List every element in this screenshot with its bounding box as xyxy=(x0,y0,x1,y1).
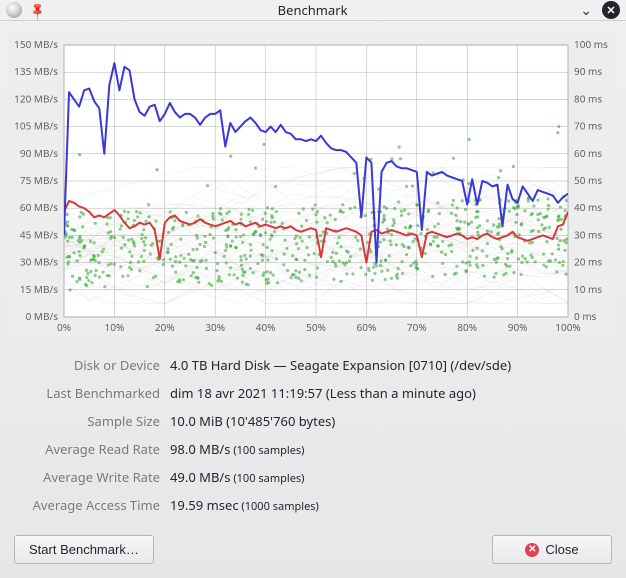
svg-text:120 MB/s: 120 MB/s xyxy=(14,91,58,105)
value-read-sub: (100 samples) xyxy=(230,443,304,458)
svg-text:75 MB/s: 75 MB/s xyxy=(20,173,58,187)
svg-text:10 ms: 10 ms xyxy=(574,282,602,296)
svg-text:45 MB/s: 45 MB/s xyxy=(20,227,58,241)
spacer xyxy=(164,535,482,564)
row-access: Average Access Time 19.59 msec (1000 sam… xyxy=(14,491,612,519)
value-write: 49.0 MB/s (100 samples) xyxy=(170,468,304,486)
value-access: 19.59 msec (1000 samples) xyxy=(170,496,319,514)
svg-text:50%: 50% xyxy=(306,320,326,334)
svg-text:0 MB/s: 0 MB/s xyxy=(26,309,59,323)
svg-text:30 ms: 30 ms xyxy=(574,227,602,241)
svg-text:60 ms: 60 ms xyxy=(574,146,602,160)
svg-text:0%: 0% xyxy=(57,320,71,334)
window-close-button[interactable]: ✕ xyxy=(602,1,620,19)
label-write: Average Write Rate xyxy=(14,468,170,486)
info-table: Disk or Device 4.0 TB Hard Disk — Seagat… xyxy=(0,343,626,525)
app-icon xyxy=(6,2,22,18)
close-button[interactable]: ✕ Close xyxy=(492,535,612,564)
benchmark-window: 📌 Benchmark ⌄ ✕ 0 MB/s 15 MB/s 30 MB/s 45 M… xyxy=(0,0,626,578)
label-last: Last Benchmarked xyxy=(14,384,170,402)
start-benchmark-label: Start Benchmark… xyxy=(29,542,139,557)
row-disk: Disk or Device 4.0 TB Hard Disk — Seagat… xyxy=(14,351,612,379)
svg-text:70%: 70% xyxy=(407,320,427,334)
value-last: dim 18 avr 2021 11:19:57 (Less than a mi… xyxy=(170,384,476,402)
svg-text:15 MB/s: 15 MB/s xyxy=(20,282,58,296)
minimize-icon[interactable]: ⌄ xyxy=(580,1,592,20)
value-write-sub: (100 samples) xyxy=(230,471,304,486)
svg-text:40 ms: 40 ms xyxy=(574,200,602,214)
value-read: 98.0 MB/s (100 samples) xyxy=(170,440,304,458)
value-disk: 4.0 TB Hard Disk — Seagate Expansion [07… xyxy=(170,356,511,374)
svg-text:20%: 20% xyxy=(155,320,175,334)
svg-text:30%: 30% xyxy=(205,320,225,334)
row-write: Average Write Rate 49.0 MB/s (100 sample… xyxy=(14,463,612,491)
row-last: Last Benchmarked dim 18 avr 2021 11:19:5… xyxy=(14,379,612,407)
label-disk: Disk or Device xyxy=(14,356,170,374)
close-label: Close xyxy=(545,542,578,557)
svg-text:40%: 40% xyxy=(256,320,276,334)
svg-text:105 MB/s: 105 MB/s xyxy=(14,119,58,133)
window-title: Benchmark xyxy=(45,1,580,19)
svg-text:60 MB/s: 60 MB/s xyxy=(20,200,58,214)
svg-text:70 ms: 70 ms xyxy=(574,119,602,133)
svg-text:90 ms: 90 ms xyxy=(574,64,602,78)
label-sample: Sample Size xyxy=(14,412,170,430)
svg-text:50 ms: 50 ms xyxy=(574,173,602,187)
row-sample: Sample Size 10.0 MiB (10'485'760 bytes) xyxy=(14,407,612,435)
svg-text:90 MB/s: 90 MB/s xyxy=(20,146,58,160)
benchmark-chart: 0 MB/s 15 MB/s 30 MB/s 45 MB/s 60 MB/s 75 MB/… xyxy=(8,35,618,335)
svg-text:80 ms: 80 ms xyxy=(574,91,602,105)
svg-text:60%: 60% xyxy=(357,320,377,334)
svg-text:100 ms: 100 ms xyxy=(574,37,608,51)
svg-text:135 MB/s: 135 MB/s xyxy=(14,64,58,78)
close-icon: ✕ xyxy=(525,543,539,557)
svg-text:150 MB/s: 150 MB/s xyxy=(14,37,58,51)
value-access-sub: (1000 samples) xyxy=(239,499,319,514)
start-benchmark-button[interactable]: Start Benchmark… xyxy=(14,535,154,564)
value-sample: 10.0 MiB (10'485'760 bytes) xyxy=(170,412,335,430)
svg-text:80%: 80% xyxy=(457,320,477,334)
svg-text:100%: 100% xyxy=(555,320,580,334)
svg-text:30 MB/s: 30 MB/s xyxy=(20,255,58,269)
svg-text:10%: 10% xyxy=(105,320,125,334)
value-write-main: 49.0 MB/s xyxy=(170,468,230,486)
titlebar[interactable]: 📌 Benchmark ⌄ ✕ xyxy=(0,0,626,21)
row-read: Average Read Rate 98.0 MB/s (100 samples… xyxy=(14,435,612,463)
value-read-main: 98.0 MB/s xyxy=(170,440,230,458)
value-access-main: 19.59 msec xyxy=(170,496,239,514)
label-access: Average Access Time xyxy=(14,496,170,514)
svg-text:20 ms: 20 ms xyxy=(574,255,602,269)
button-bar: Start Benchmark… ✕ Close xyxy=(0,525,626,578)
chart-canvas: 0 MB/s 15 MB/s 30 MB/s 45 MB/s 60 MB/s 75 MB/… xyxy=(8,35,616,335)
svg-text:90%: 90% xyxy=(508,320,528,334)
label-read: Average Read Rate xyxy=(14,440,170,458)
